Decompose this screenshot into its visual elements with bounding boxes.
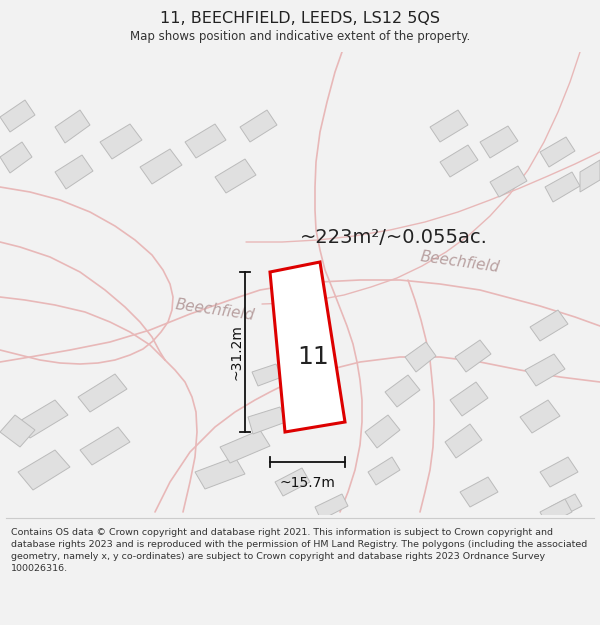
Polygon shape: [248, 407, 286, 434]
Polygon shape: [80, 427, 130, 465]
Polygon shape: [368, 457, 400, 485]
Text: Beechfield: Beechfield: [419, 249, 501, 275]
Polygon shape: [520, 400, 560, 433]
Polygon shape: [270, 262, 345, 432]
Polygon shape: [550, 494, 582, 519]
Polygon shape: [220, 430, 270, 463]
Polygon shape: [490, 166, 527, 197]
Text: ~223m²/~0.055ac.: ~223m²/~0.055ac.: [300, 228, 488, 247]
Polygon shape: [100, 124, 142, 159]
Text: Map shows position and indicative extent of the property.: Map shows position and indicative extent…: [130, 29, 470, 42]
Text: 11, BEECHFIELD, LEEDS, LS12 5QS: 11, BEECHFIELD, LEEDS, LS12 5QS: [160, 11, 440, 26]
Polygon shape: [55, 155, 93, 189]
Polygon shape: [445, 424, 482, 458]
Polygon shape: [450, 382, 488, 416]
Polygon shape: [430, 110, 468, 142]
Polygon shape: [385, 375, 420, 407]
Text: 11: 11: [297, 345, 329, 369]
Polygon shape: [480, 126, 518, 158]
Polygon shape: [18, 450, 70, 490]
Polygon shape: [252, 364, 282, 386]
Text: ~31.2m: ~31.2m: [229, 324, 243, 380]
Polygon shape: [315, 494, 348, 520]
Polygon shape: [275, 468, 310, 496]
Polygon shape: [0, 142, 32, 173]
Polygon shape: [405, 342, 436, 372]
Polygon shape: [540, 137, 575, 167]
Polygon shape: [455, 340, 491, 372]
Polygon shape: [530, 310, 568, 341]
Polygon shape: [365, 415, 400, 448]
Polygon shape: [140, 149, 182, 184]
Polygon shape: [185, 124, 226, 158]
Polygon shape: [460, 477, 498, 507]
Polygon shape: [440, 145, 478, 177]
Polygon shape: [78, 374, 127, 412]
Polygon shape: [18, 400, 68, 438]
Text: Contains OS data © Crown copyright and database right 2021. This information is : Contains OS data © Crown copyright and d…: [11, 528, 587, 572]
Polygon shape: [545, 172, 580, 202]
Polygon shape: [580, 160, 600, 192]
Polygon shape: [0, 415, 35, 447]
Polygon shape: [540, 457, 578, 487]
Text: Beechfield: Beechfield: [174, 297, 256, 323]
Polygon shape: [0, 100, 35, 132]
Polygon shape: [55, 110, 90, 143]
Polygon shape: [240, 110, 277, 142]
Polygon shape: [215, 159, 256, 193]
Polygon shape: [525, 354, 565, 386]
Polygon shape: [195, 457, 245, 489]
Text: ~15.7m: ~15.7m: [280, 476, 335, 490]
Polygon shape: [540, 499, 572, 525]
